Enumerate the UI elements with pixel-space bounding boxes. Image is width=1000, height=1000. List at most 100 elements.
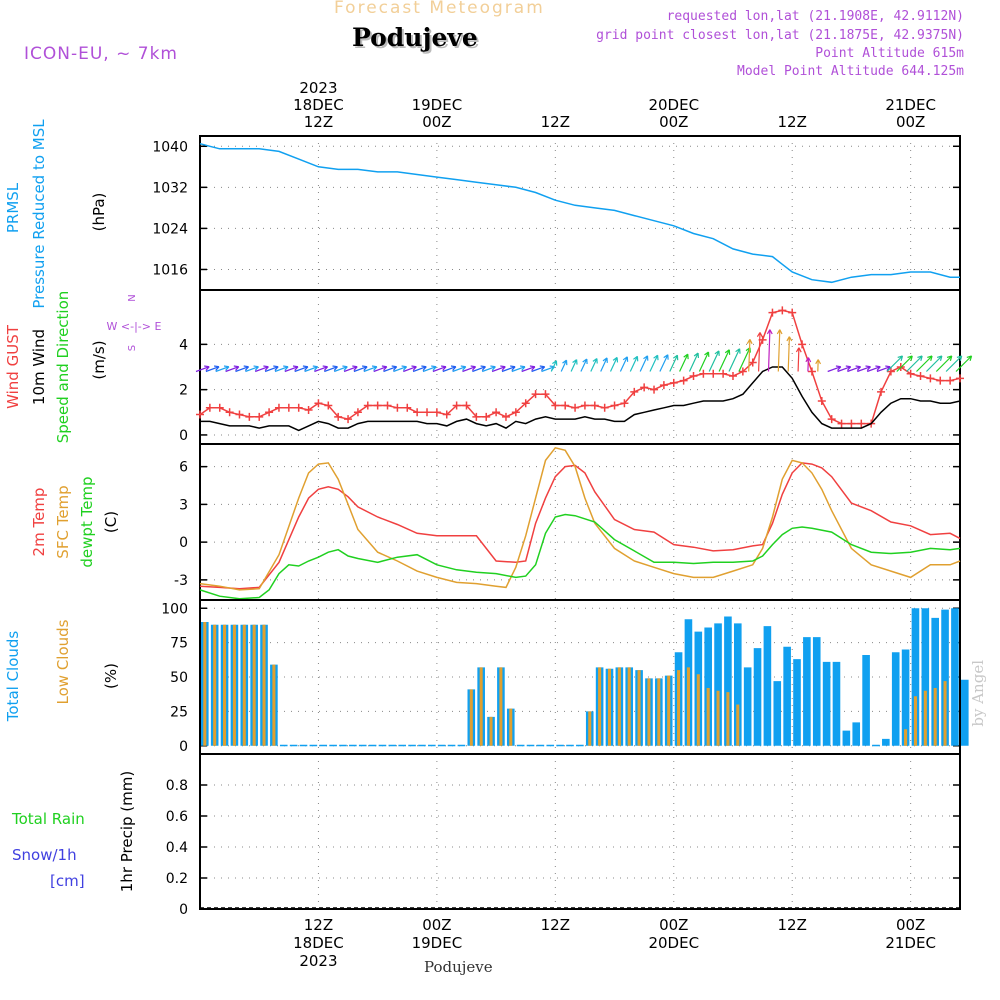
- gust-marker: [600, 403, 609, 412]
- bar-total-clouds: [724, 616, 732, 746]
- wind-direction-arrow: [847, 365, 862, 373]
- wind-direction-arrow: [481, 365, 496, 373]
- series-line-sfc-temp: [199, 446, 961, 591]
- gust-marker: [531, 390, 540, 399]
- wind-direction-arrow: [886, 355, 904, 372]
- gust-marker: [521, 399, 530, 408]
- gust-marker: [432, 408, 441, 417]
- gust-marker: [423, 408, 432, 417]
- time-tick-bottom: 18DEC: [293, 934, 344, 952]
- y-tick-label: 1032: [152, 180, 188, 196]
- wind-direction-arrow: [324, 365, 338, 373]
- bar-total-clouds: [299, 744, 308, 747]
- gust-marker: [492, 408, 501, 417]
- bar-low-clouds: [696, 674, 700, 746]
- bar-total-clouds: [576, 744, 584, 747]
- time-tick-bottom: 19DEC: [412, 934, 463, 952]
- wind-direction-arrow: [353, 365, 368, 373]
- y-tick-label: 2: [179, 383, 188, 399]
- bar-low-clouds: [667, 675, 671, 746]
- wind-direction-arrow: [205, 365, 220, 373]
- panel-frame: [199, 289, 961, 445]
- wind-direction-arrow: [511, 365, 526, 373]
- bar-total-clouds: [783, 646, 791, 746]
- time-tick-bottom: 12Z: [541, 916, 570, 934]
- bar-low-clouds: [479, 667, 483, 746]
- gust-marker: [659, 381, 668, 390]
- gust-marker: [877, 387, 886, 396]
- bar-total-clouds: [753, 648, 762, 746]
- time-tick-bottom: 12Z: [778, 916, 807, 934]
- gust-marker: [344, 415, 353, 424]
- wind-direction-arrow: [393, 365, 408, 373]
- gust-marker: [837, 419, 846, 428]
- time-tick-top: 00Z: [422, 113, 451, 131]
- bar-total-clouds: [447, 744, 456, 747]
- bar-total-clouds: [891, 652, 900, 746]
- panel-temperature: -3 0 3 6 2m Temp SFC Temp dewpt Temp (C): [30, 443, 961, 601]
- wind-direction-arrow: [531, 365, 546, 373]
- precip-legend-item: Snow/1h: [12, 846, 77, 864]
- precip-legend-item: [cm]: [50, 872, 85, 890]
- wind-direction-arrow: [718, 349, 731, 372]
- bar-total-clouds: [931, 617, 939, 746]
- bar-total-clouds: [457, 744, 466, 747]
- wind-direction-arrow: [501, 365, 516, 373]
- panel-unit: (hPa): [90, 193, 108, 232]
- gust-marker: [580, 401, 589, 410]
- bar-low-clouds: [677, 670, 681, 746]
- wind-direction-arrow: [669, 354, 679, 372]
- bar-total-clouds: [872, 744, 880, 747]
- gust-marker: [640, 383, 649, 392]
- compass-n: N: [127, 294, 138, 301]
- y-tick-label: 4: [179, 337, 188, 353]
- gust-marker: [807, 367, 816, 376]
- gust-marker: [561, 401, 570, 410]
- wind-direction-arrow: [935, 355, 953, 372]
- y-tick-label: -3: [174, 573, 188, 589]
- series-line-dewpt-temp: [199, 513, 961, 600]
- gust-marker: [630, 387, 639, 396]
- series-line-wind-gust: [199, 309, 961, 425]
- time-tick-bottom: 00Z: [659, 916, 688, 934]
- gust-marker: [511, 408, 520, 417]
- wind-direction-arrow: [580, 358, 588, 372]
- gust-marker: [906, 369, 915, 378]
- gust-marker: [956, 374, 964, 383]
- wind-direction-arrow: [756, 332, 763, 372]
- panel-ylabel: PRMSL: [4, 182, 22, 233]
- bar-low-clouds: [242, 624, 246, 746]
- time-tick-bottom: 21DEC: [885, 934, 936, 952]
- bar-low-clouds: [706, 688, 710, 746]
- bar-low-clouds: [933, 688, 937, 746]
- bar-total-clouds: [526, 744, 535, 747]
- bar-total-clouds: [349, 744, 357, 747]
- bar-total-clouds: [714, 623, 722, 746]
- bar-total-clouds: [368, 744, 377, 747]
- y-tick-label: 3: [179, 497, 188, 513]
- bar-low-clouds: [588, 711, 592, 746]
- wind-direction-arrow: [254, 365, 269, 373]
- gust-marker: [215, 403, 224, 412]
- time-tick-top: 2023: [299, 79, 337, 97]
- bar-low-clouds: [736, 704, 740, 746]
- time-tick-bottom: 20DEC: [648, 934, 699, 952]
- wind-direction-arrow: [857, 365, 871, 373]
- gust-marker: [738, 367, 747, 376]
- bar-total-clouds: [803, 637, 811, 746]
- panel-unit: (C): [102, 511, 120, 533]
- bar-total-clouds: [358, 744, 367, 747]
- time-tick-top: 12Z: [541, 113, 570, 131]
- gust-marker: [778, 306, 787, 315]
- wind-direction-arrow: [955, 355, 973, 372]
- wind-direction-arrow: [314, 365, 329, 373]
- wind-direction-arrow: [639, 355, 649, 372]
- compass-s: S: [127, 345, 138, 351]
- bar-total-clouds: [408, 744, 416, 747]
- panel-precip: 0 0.2 0.4 0.6 0.8 1hr Precip (mm) Total Rain Sn…: [11, 753, 961, 918]
- panel-wind: 0 2 4 Wind GUST 10m Wind Speed and Direction (…: [4, 289, 973, 445]
- model-name: ICON-EU, ~ 7km: [24, 44, 178, 64]
- gust-marker: [403, 403, 412, 412]
- bar-total-clouds: [339, 744, 347, 747]
- panel-ylabel: Low Clouds: [54, 619, 72, 704]
